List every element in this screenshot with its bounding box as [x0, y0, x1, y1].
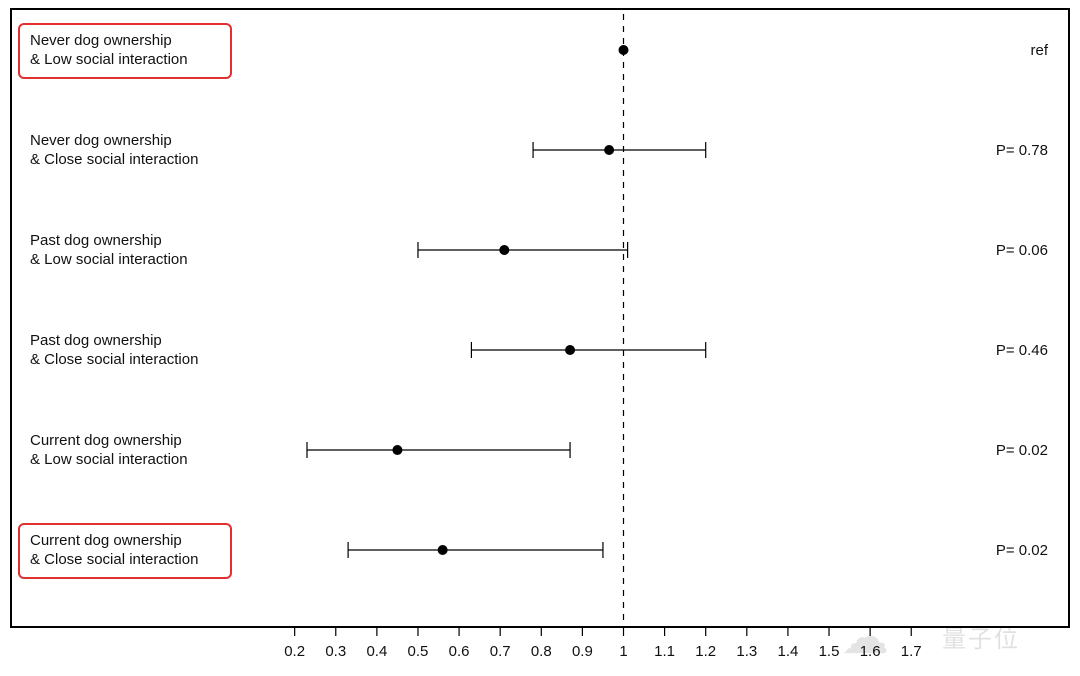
row-label: Past dog ownership& Close social interac…	[30, 331, 198, 369]
row-value-label: P= 0.46	[996, 341, 1048, 360]
row-label-line1: Current dog ownership	[30, 531, 198, 550]
row-value-label: P= 0.78	[996, 141, 1048, 160]
row-value-label: P= 0.02	[996, 441, 1048, 460]
row-label: Current dog ownership& Close social inte…	[30, 531, 198, 569]
row-label-line2: & Close social interaction	[30, 150, 198, 169]
watermark-text: 量子位	[942, 619, 1020, 654]
row-value-label: P= 0.06	[996, 241, 1048, 260]
row-label-line2: & Close social interaction	[30, 550, 198, 569]
row-value-label: ref	[1030, 41, 1048, 60]
row-label-line2: & Low social interaction	[30, 50, 188, 69]
row-label: Current dog ownership& Low social intera…	[30, 431, 188, 469]
row-label: Never dog ownership& Low social interact…	[30, 31, 188, 69]
row-label-line1: Past dog ownership	[30, 231, 188, 250]
labels-layer: Never dog ownership& Low social interact…	[0, 0, 1080, 676]
row-label-line2: & Low social interaction	[30, 250, 188, 269]
row-label: Past dog ownership& Low social interacti…	[30, 231, 188, 269]
row-label-line1: Never dog ownership	[30, 131, 198, 150]
row-label-line1: Current dog ownership	[30, 431, 188, 450]
row-label-line2: & Close social interaction	[30, 350, 198, 369]
row-label-line2: & Low social interaction	[30, 450, 188, 469]
row-label-line1: Never dog ownership	[30, 31, 188, 50]
row-value-label: P= 0.02	[996, 541, 1048, 560]
row-label-line1: Past dog ownership	[30, 331, 198, 350]
row-label: Never dog ownership& Close social intera…	[30, 131, 198, 169]
watermark-icon: ☁	[820, 618, 910, 658]
